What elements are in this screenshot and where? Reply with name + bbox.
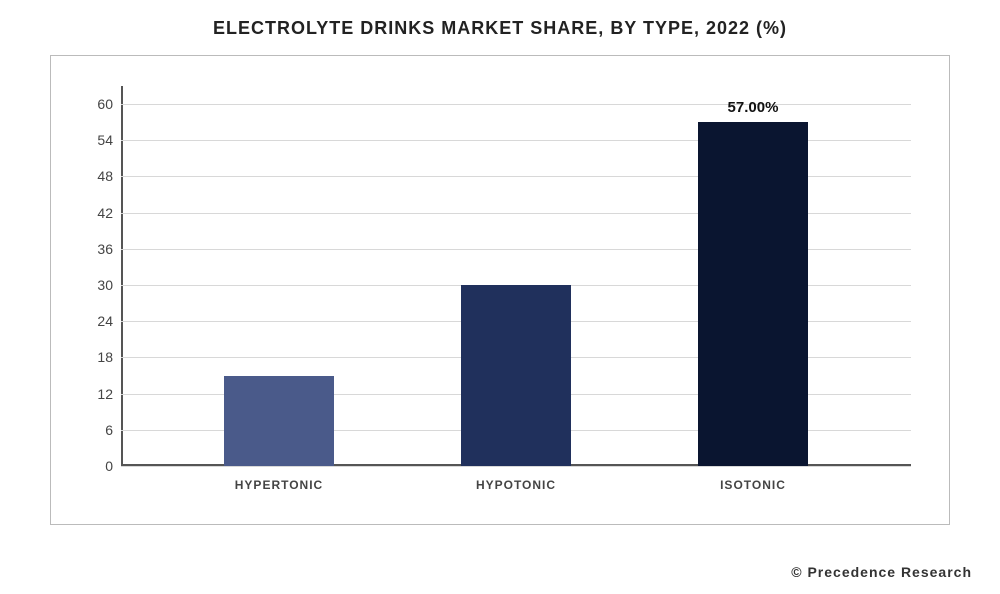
chart-title: Electrolyte Drinks Market Share, By Type… bbox=[0, 0, 1000, 49]
bar bbox=[461, 285, 572, 466]
y-tick-label: 42 bbox=[97, 205, 113, 221]
y-tick-label: 48 bbox=[97, 168, 113, 184]
y-tick-label: 30 bbox=[97, 277, 113, 293]
chart-frame: 0 6 12 18 24 30 36 42 48 54 60 Hypertonic Hypotonic 5… bbox=[50, 55, 950, 525]
x-category-label: Isotonic bbox=[720, 478, 786, 492]
gridline bbox=[121, 104, 911, 105]
y-axis bbox=[121, 86, 123, 466]
bar bbox=[224, 376, 335, 466]
y-tick-label: 54 bbox=[97, 132, 113, 148]
bar: 57.00% bbox=[698, 122, 809, 466]
x-category-label: Hypertonic bbox=[235, 478, 323, 492]
plot-area: 06121824303642485460HypertonicHypotonic5… bbox=[121, 86, 911, 466]
x-category-label: Hypotonic bbox=[476, 478, 556, 492]
bar-value-label: 57.00% bbox=[728, 99, 779, 116]
gridline bbox=[121, 466, 911, 467]
y-tick-label: 6 bbox=[105, 422, 113, 438]
y-tick-label: 24 bbox=[97, 313, 113, 329]
attribution: © Precedence Research bbox=[791, 564, 972, 580]
y-tick-label: 60 bbox=[97, 96, 113, 112]
y-tick-label: 12 bbox=[97, 386, 113, 402]
y-tick-label: 18 bbox=[97, 349, 113, 365]
y-tick-label: 36 bbox=[97, 241, 113, 257]
y-tick-label: 0 bbox=[105, 458, 113, 474]
